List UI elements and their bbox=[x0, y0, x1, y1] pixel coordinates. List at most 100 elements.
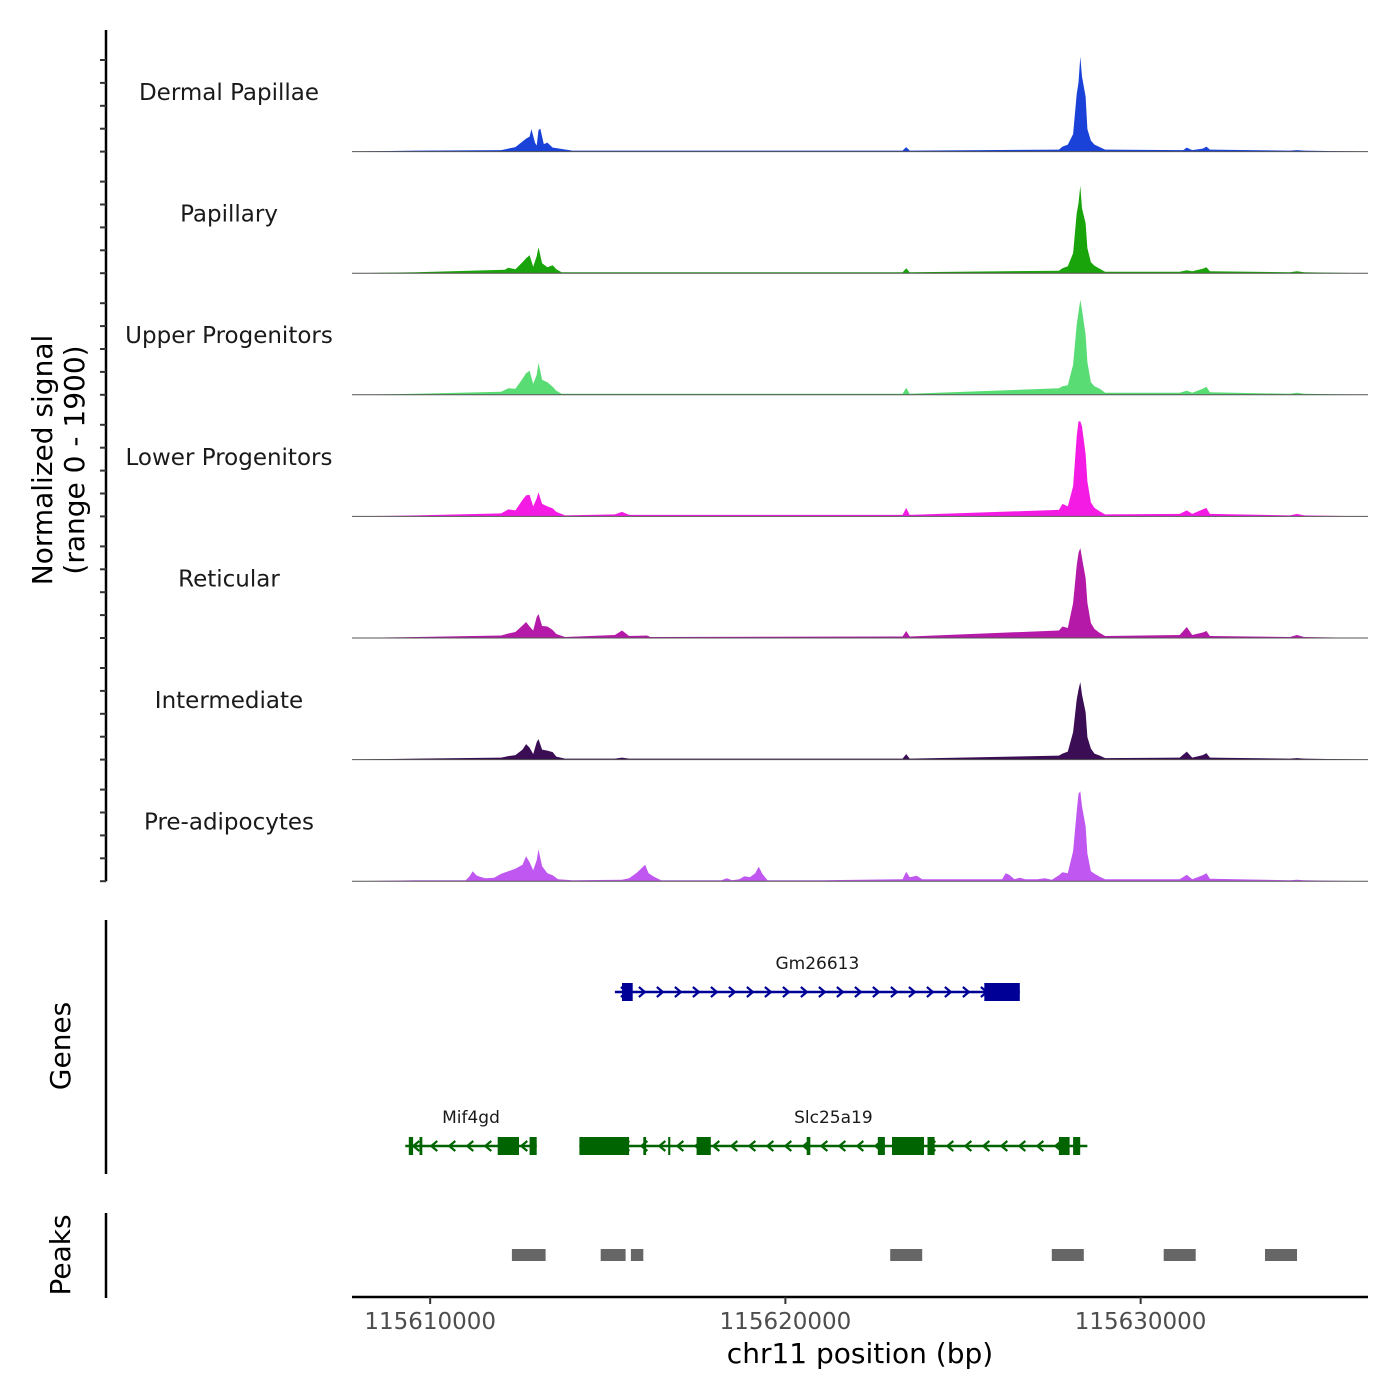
x-axis: 115610000 115620000 115630000 bbox=[352, 1295, 1368, 1335]
exon bbox=[1058, 1137, 1070, 1155]
strand-chevron bbox=[729, 1140, 739, 1152]
peak-region bbox=[511, 1249, 546, 1261]
peak-region bbox=[890, 1249, 923, 1261]
exon bbox=[927, 1137, 935, 1155]
y-axis-title: Normalized signal bbox=[26, 335, 59, 586]
exon bbox=[622, 983, 633, 1001]
track-label-upper-progenitors: Upper Progenitors bbox=[125, 323, 333, 349]
x-axis-title: chr11 position (bp) bbox=[727, 1337, 993, 1370]
exon bbox=[668, 1137, 671, 1155]
strand-chevron bbox=[638, 986, 647, 998]
track-label-pre-adipocytes: Pre-adipocytes bbox=[144, 810, 314, 836]
strand-chevron bbox=[765, 1140, 775, 1152]
track-label-intermediate: Intermediate bbox=[155, 688, 303, 714]
exon bbox=[984, 983, 1020, 1001]
strand-chevron bbox=[465, 1140, 474, 1152]
peak-region bbox=[600, 1249, 626, 1261]
strand-chevron bbox=[746, 986, 755, 998]
exon bbox=[806, 1137, 811, 1155]
exon bbox=[877, 1137, 885, 1155]
exon bbox=[408, 1137, 414, 1155]
strand-chevron bbox=[818, 986, 827, 998]
strand-chevron bbox=[411, 1140, 420, 1152]
peak-region bbox=[1051, 1249, 1084, 1261]
strand-chevron bbox=[764, 986, 773, 998]
strand-chevron bbox=[782, 986, 791, 998]
strand-chevron bbox=[674, 986, 683, 998]
exon bbox=[892, 1137, 924, 1155]
strand-chevron bbox=[908, 986, 917, 998]
strand-chevron bbox=[747, 1140, 757, 1152]
gene-name-mif4gd: Mif4gd bbox=[442, 1108, 500, 1128]
strand-chevron bbox=[711, 1140, 721, 1152]
strand-chevron bbox=[483, 1140, 492, 1152]
strand-chevron bbox=[800, 986, 809, 998]
strand-chevron bbox=[945, 1140, 955, 1152]
strand-chevron bbox=[981, 1140, 991, 1152]
coverage-area-upper-progenitors bbox=[352, 299, 1368, 395]
track-upper-progenitors: Upper Progenitors bbox=[125, 299, 1368, 396]
coverage-tracks: Dermal Papillae Papillary Upper Progenitor… bbox=[125, 56, 1368, 882]
x-tick-label: 115610000 bbox=[364, 1309, 496, 1335]
track-papillary: Papillary bbox=[180, 185, 1368, 274]
strand-chevron bbox=[855, 1140, 865, 1152]
peak-region bbox=[1163, 1249, 1196, 1261]
strand-chevron bbox=[675, 1140, 685, 1152]
peak-region bbox=[630, 1249, 644, 1261]
track-lower-progenitors: Lower Progenitors bbox=[126, 421, 1368, 517]
strand-chevron bbox=[519, 1140, 528, 1152]
x-tick-label: 115630000 bbox=[1075, 1309, 1207, 1335]
exon bbox=[579, 1137, 630, 1155]
track-intermediate: Intermediate bbox=[155, 682, 1368, 761]
strand-chevron bbox=[1017, 1140, 1027, 1152]
strand-chevron bbox=[728, 986, 737, 998]
gene-name-gm26613: Gm26613 bbox=[775, 954, 859, 974]
genes-track-label: Genes bbox=[44, 1002, 77, 1090]
track-pre-adipocytes: Pre-adipocytes bbox=[144, 791, 1368, 882]
strand-chevron bbox=[819, 1140, 829, 1152]
exon bbox=[419, 1137, 423, 1155]
gene-slc25a19: Slc25a19 bbox=[579, 1108, 1088, 1155]
track-dermal-papillae: Dermal Papillae bbox=[139, 56, 1368, 153]
y-axis-range-note: (range 0 - 1900) bbox=[58, 345, 91, 574]
strand-chevron bbox=[447, 1140, 456, 1152]
track-label-papillary: Papillary bbox=[180, 202, 278, 228]
strand-chevron bbox=[783, 1140, 793, 1152]
coverage-area-pre-adipocytes bbox=[352, 791, 1368, 882]
strand-chevron bbox=[692, 986, 701, 998]
coverage-area-reticular bbox=[352, 548, 1368, 638]
gene-gm26613: Gm26613 bbox=[614, 954, 1020, 1001]
gene-mif4gd: Mif4gd bbox=[405, 1108, 537, 1155]
exon bbox=[497, 1137, 519, 1155]
x-tick-label: 115620000 bbox=[720, 1309, 852, 1335]
coverage-y-axis bbox=[100, 30, 108, 883]
strand-chevron bbox=[999, 1140, 1009, 1152]
track-reticular: Reticular bbox=[178, 548, 1368, 639]
strand-chevron bbox=[657, 1140, 667, 1152]
track-label-reticular: Reticular bbox=[178, 566, 280, 592]
coverage-area-intermediate bbox=[352, 682, 1368, 760]
track-label-lower-progenitors: Lower Progenitors bbox=[126, 445, 333, 471]
track-label-dermal-papillae: Dermal Papillae bbox=[139, 80, 319, 106]
strand-chevron bbox=[944, 986, 953, 998]
peaks-track-label: Peaks bbox=[44, 1214, 77, 1295]
coverage-area-papillary bbox=[352, 185, 1368, 274]
genes-track: Gm26613 Mif4gd Slc25a19 bbox=[104, 920, 1088, 1174]
strand-chevron bbox=[963, 1140, 973, 1152]
strand-chevron bbox=[962, 986, 971, 998]
strand-chevron bbox=[710, 986, 719, 998]
strand-chevron bbox=[656, 986, 665, 998]
peaks-track bbox=[104, 1213, 1297, 1298]
strand-chevron bbox=[890, 986, 899, 998]
strand-chevron bbox=[872, 986, 881, 998]
exon bbox=[696, 1137, 711, 1155]
peak-region bbox=[1265, 1249, 1297, 1261]
strand-chevron bbox=[836, 986, 845, 998]
strand-chevron bbox=[926, 986, 935, 998]
coverage-area-lower-progenitors bbox=[352, 421, 1368, 517]
strand-chevron bbox=[854, 986, 863, 998]
strand-chevron bbox=[1035, 1140, 1045, 1152]
gene-name-slc25a19: Slc25a19 bbox=[794, 1108, 873, 1128]
exon bbox=[643, 1137, 647, 1155]
